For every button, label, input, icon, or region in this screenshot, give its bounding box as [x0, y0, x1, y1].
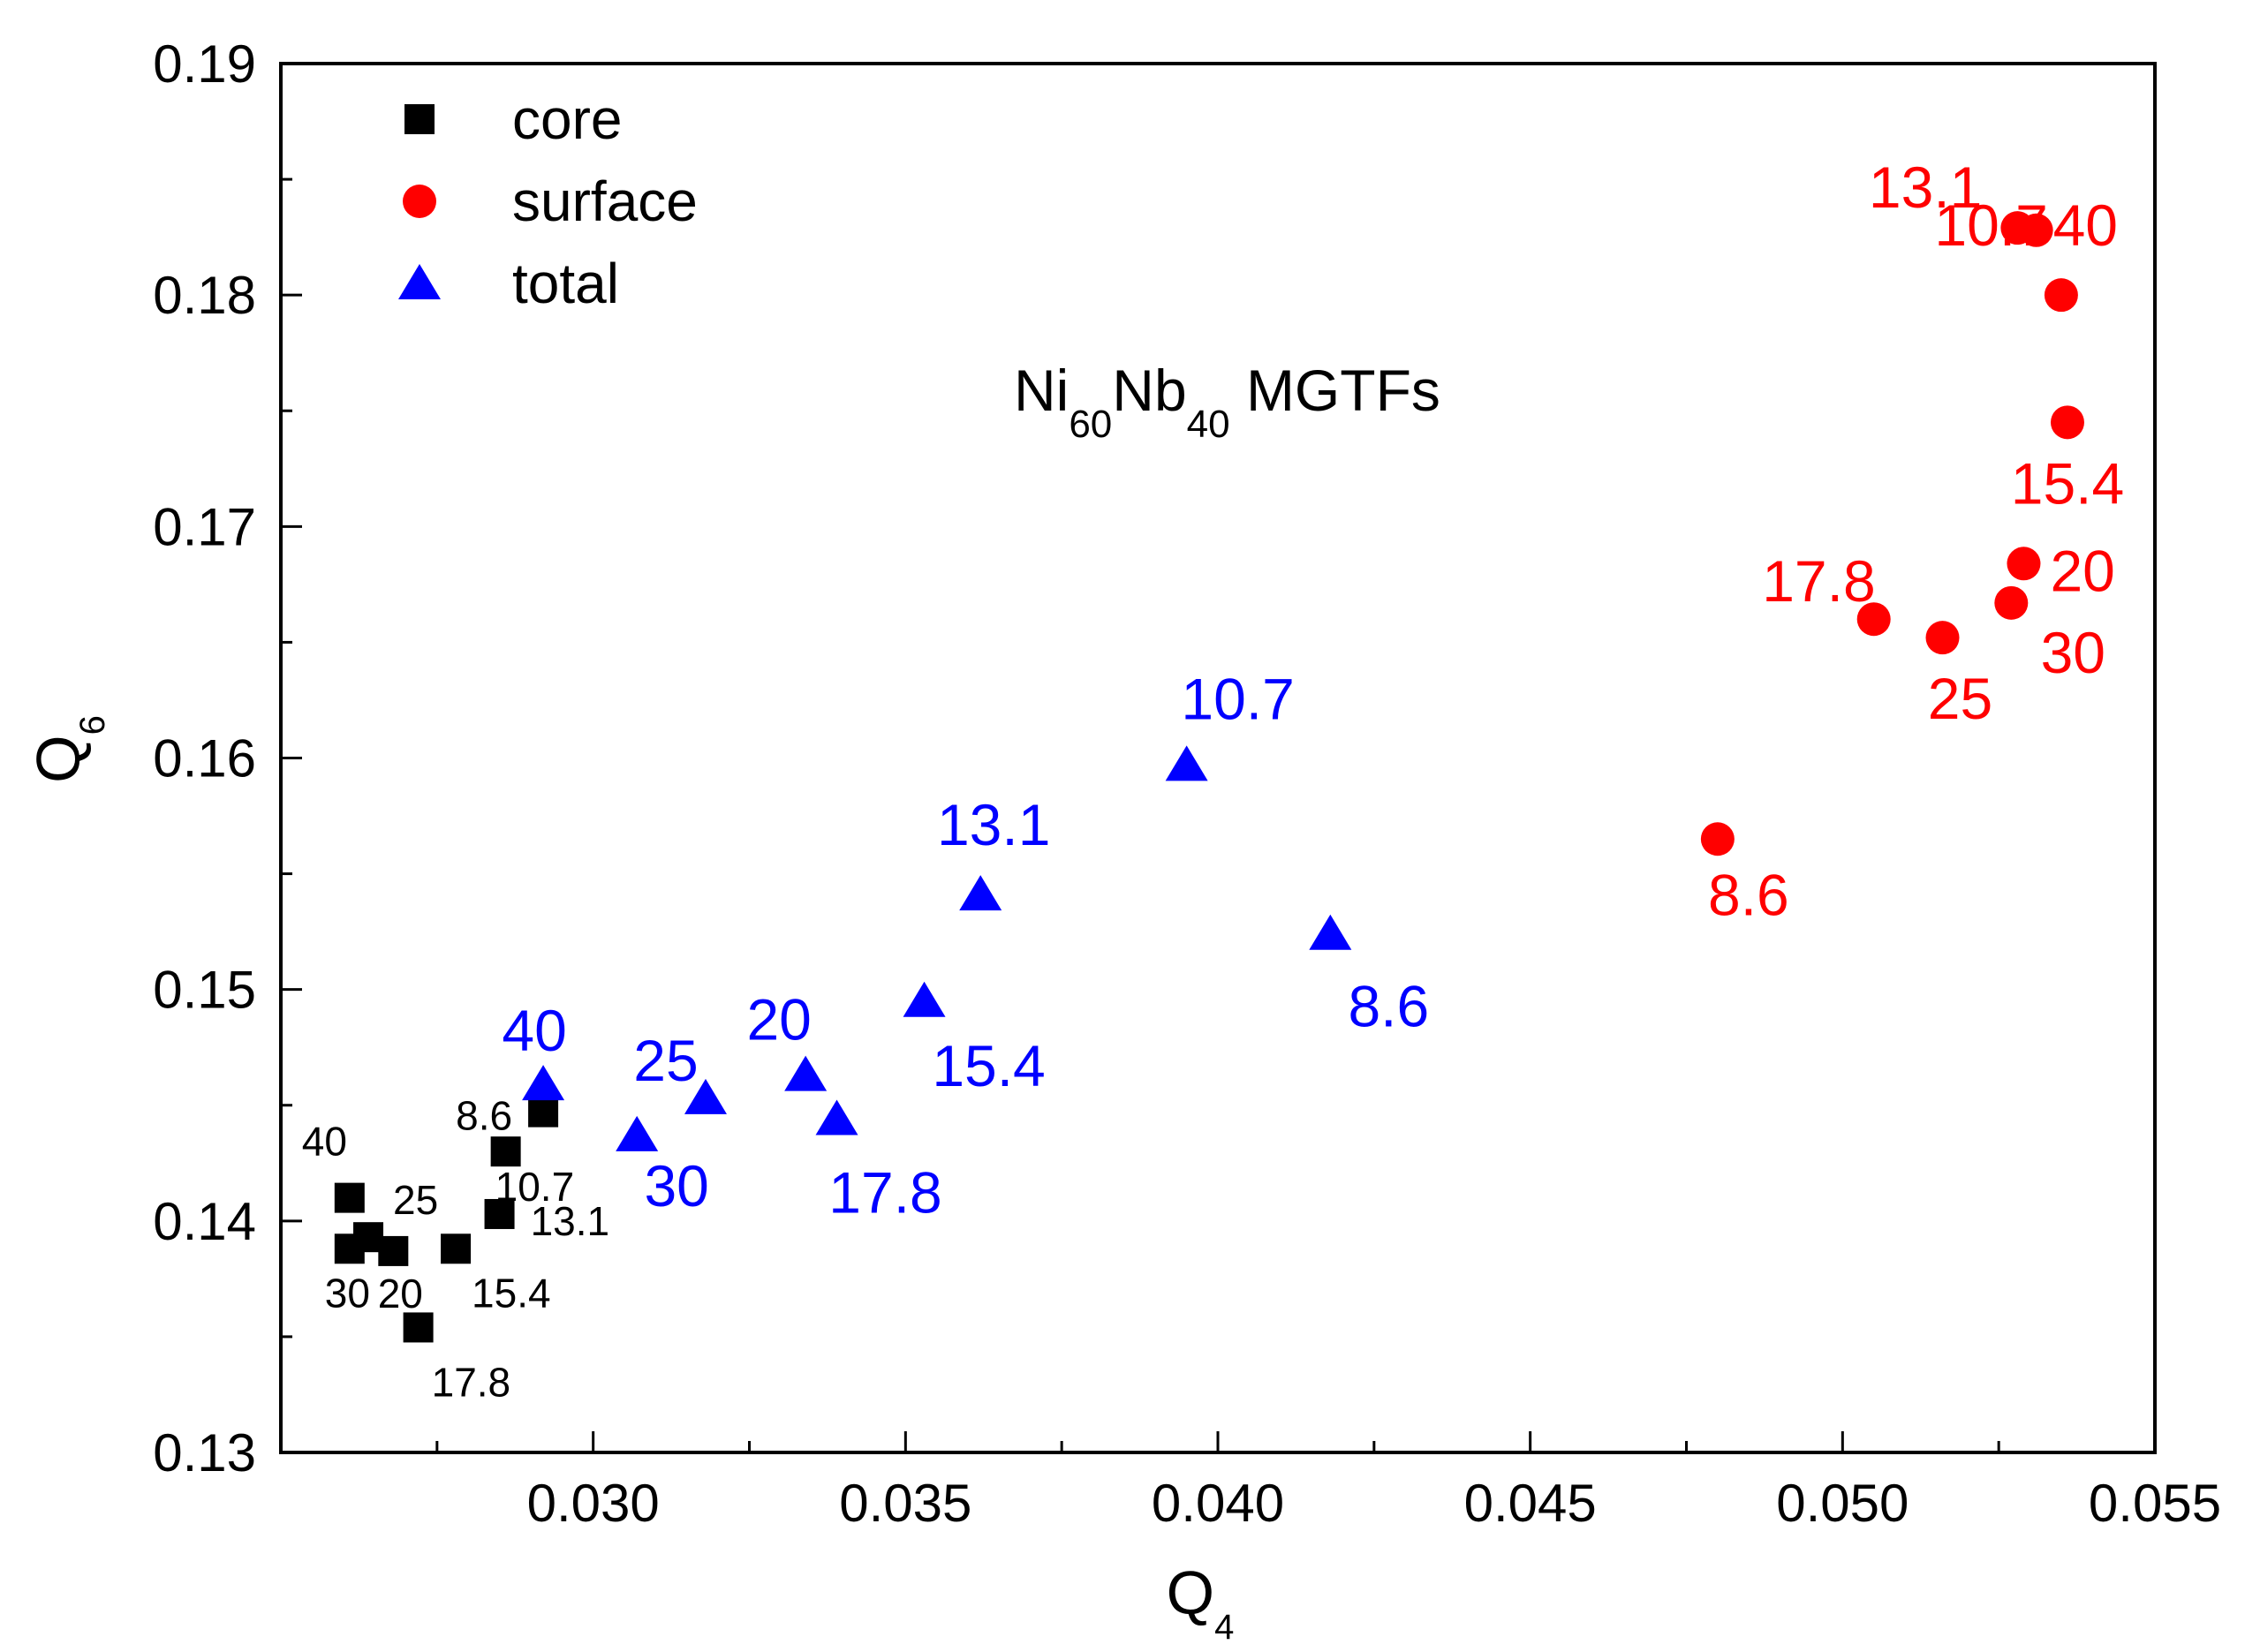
y-tick-label: 0.19 — [153, 34, 256, 94]
x-tick-label: 0.045 — [1464, 1474, 1597, 1533]
core-point-label: 20 — [378, 1271, 423, 1316]
legend-label-total: total — [512, 252, 619, 315]
legend-item-surface: surface — [403, 170, 698, 233]
total-point-label: 10.7 — [1181, 666, 1294, 731]
x-tick-label: 0.050 — [1776, 1474, 1909, 1533]
surface-point-label: 40 — [2053, 192, 2118, 258]
total-point-label: 25 — [633, 1028, 698, 1093]
total-point — [903, 981, 946, 1017]
legend: core surface total — [398, 87, 698, 315]
surface-point-label: 10.7 — [1934, 192, 2047, 258]
legend-item-total: total — [398, 252, 619, 315]
total-point — [959, 875, 1002, 911]
y-tick-label: 0.17 — [153, 497, 256, 556]
total-point-label: 30 — [644, 1153, 708, 1218]
core-point-label: 10.7 — [495, 1164, 575, 1210]
surface-point-label: 30 — [2041, 620, 2105, 685]
y-tick-label: 0.14 — [153, 1192, 256, 1251]
x-axis-label: Q4 — [1167, 1558, 1235, 1647]
legend-label-surface: surface — [512, 170, 698, 233]
y-tick-label: 0.18 — [153, 266, 256, 325]
surface-point — [2019, 213, 2053, 247]
total-point-label: 20 — [746, 987, 811, 1052]
total-point-label: 17.8 — [828, 1159, 941, 1225]
core-point — [334, 1182, 365, 1213]
surface-point — [1856, 602, 1891, 637]
total-point — [522, 1065, 565, 1101]
y-tick-label: 0.16 — [153, 729, 256, 788]
core-point — [403, 1312, 434, 1343]
core-point-label: 30 — [325, 1270, 370, 1316]
total-point-label: 40 — [502, 998, 566, 1063]
chart-annotation: Ni60Nb40 MGTFs — [1014, 358, 1440, 446]
x-tick-label: 0.055 — [2089, 1474, 2221, 1533]
total-point-label: 13.1 — [937, 792, 1050, 857]
total-point — [815, 1099, 858, 1135]
annotation-text: Ni60Nb40 MGTFs — [1014, 358, 1440, 446]
core-point-label: 13.1 — [531, 1198, 610, 1244]
data-points — [334, 211, 2084, 1343]
legend-item-core: core — [404, 87, 623, 151]
surface-point — [1994, 585, 2029, 620]
legend-marker-core — [404, 104, 435, 134]
y-axis-label: Q6 — [24, 715, 112, 783]
core-point-label: 40 — [302, 1119, 347, 1165]
total-point — [1165, 745, 1208, 781]
core-point — [484, 1198, 515, 1229]
surface-point — [1700, 822, 1735, 856]
x-tick-label: 0.035 — [839, 1474, 971, 1533]
core-point-label: 25 — [393, 1177, 438, 1223]
total-point-label: 8.6 — [1348, 974, 1429, 1039]
surface-point-label: 25 — [1928, 666, 1992, 731]
core-point — [528, 1097, 559, 1128]
total-point — [684, 1078, 727, 1114]
surface-point — [2044, 278, 2078, 313]
surface-point-label: 17.8 — [1762, 548, 1875, 614]
total-point — [616, 1115, 659, 1151]
core-point — [441, 1233, 472, 1264]
core-point-label: 15.4 — [472, 1270, 551, 1316]
series-total — [522, 745, 1352, 1151]
surface-point-label: 15.4 — [2011, 450, 2124, 516]
core-point — [334, 1233, 365, 1264]
data-labels: 8.610.713.115.417.8202530408.610.713.115… — [302, 155, 2124, 1405]
surface-point-label: 13.1 — [1869, 155, 1982, 220]
core-point-label: 8.6 — [456, 1093, 512, 1139]
surface-point-label: 20 — [2050, 538, 2114, 603]
surface-point-label: 8.6 — [1708, 862, 1789, 927]
total-point-label: 15.4 — [932, 1033, 1045, 1098]
y-axis: 0.13 0.14 0.15 0.16 0.17 0.18 0.19 Q6 — [24, 34, 302, 1482]
core-point-label: 17.8 — [432, 1359, 511, 1405]
y-tick-label: 0.15 — [153, 961, 256, 1020]
series-surface — [1700, 211, 2084, 856]
legend-marker-total — [398, 264, 441, 299]
surface-point — [2050, 405, 2084, 440]
surface-point — [2007, 547, 2041, 581]
series-core — [334, 1097, 559, 1343]
total-point — [784, 1055, 828, 1091]
core-point — [490, 1136, 521, 1167]
total-point — [1309, 914, 1352, 950]
y-tick-label: 0.13 — [153, 1423, 256, 1482]
x-tick-label: 0.030 — [527, 1474, 660, 1533]
legend-marker-surface — [403, 185, 436, 218]
legend-label-core: core — [512, 87, 623, 151]
x-axis: 0.030 0.035 0.040 0.045 0.050 0.055 Q4 — [279, 1431, 2221, 1647]
surface-point — [1925, 621, 1960, 655]
x-tick-label: 0.040 — [1152, 1474, 1284, 1533]
